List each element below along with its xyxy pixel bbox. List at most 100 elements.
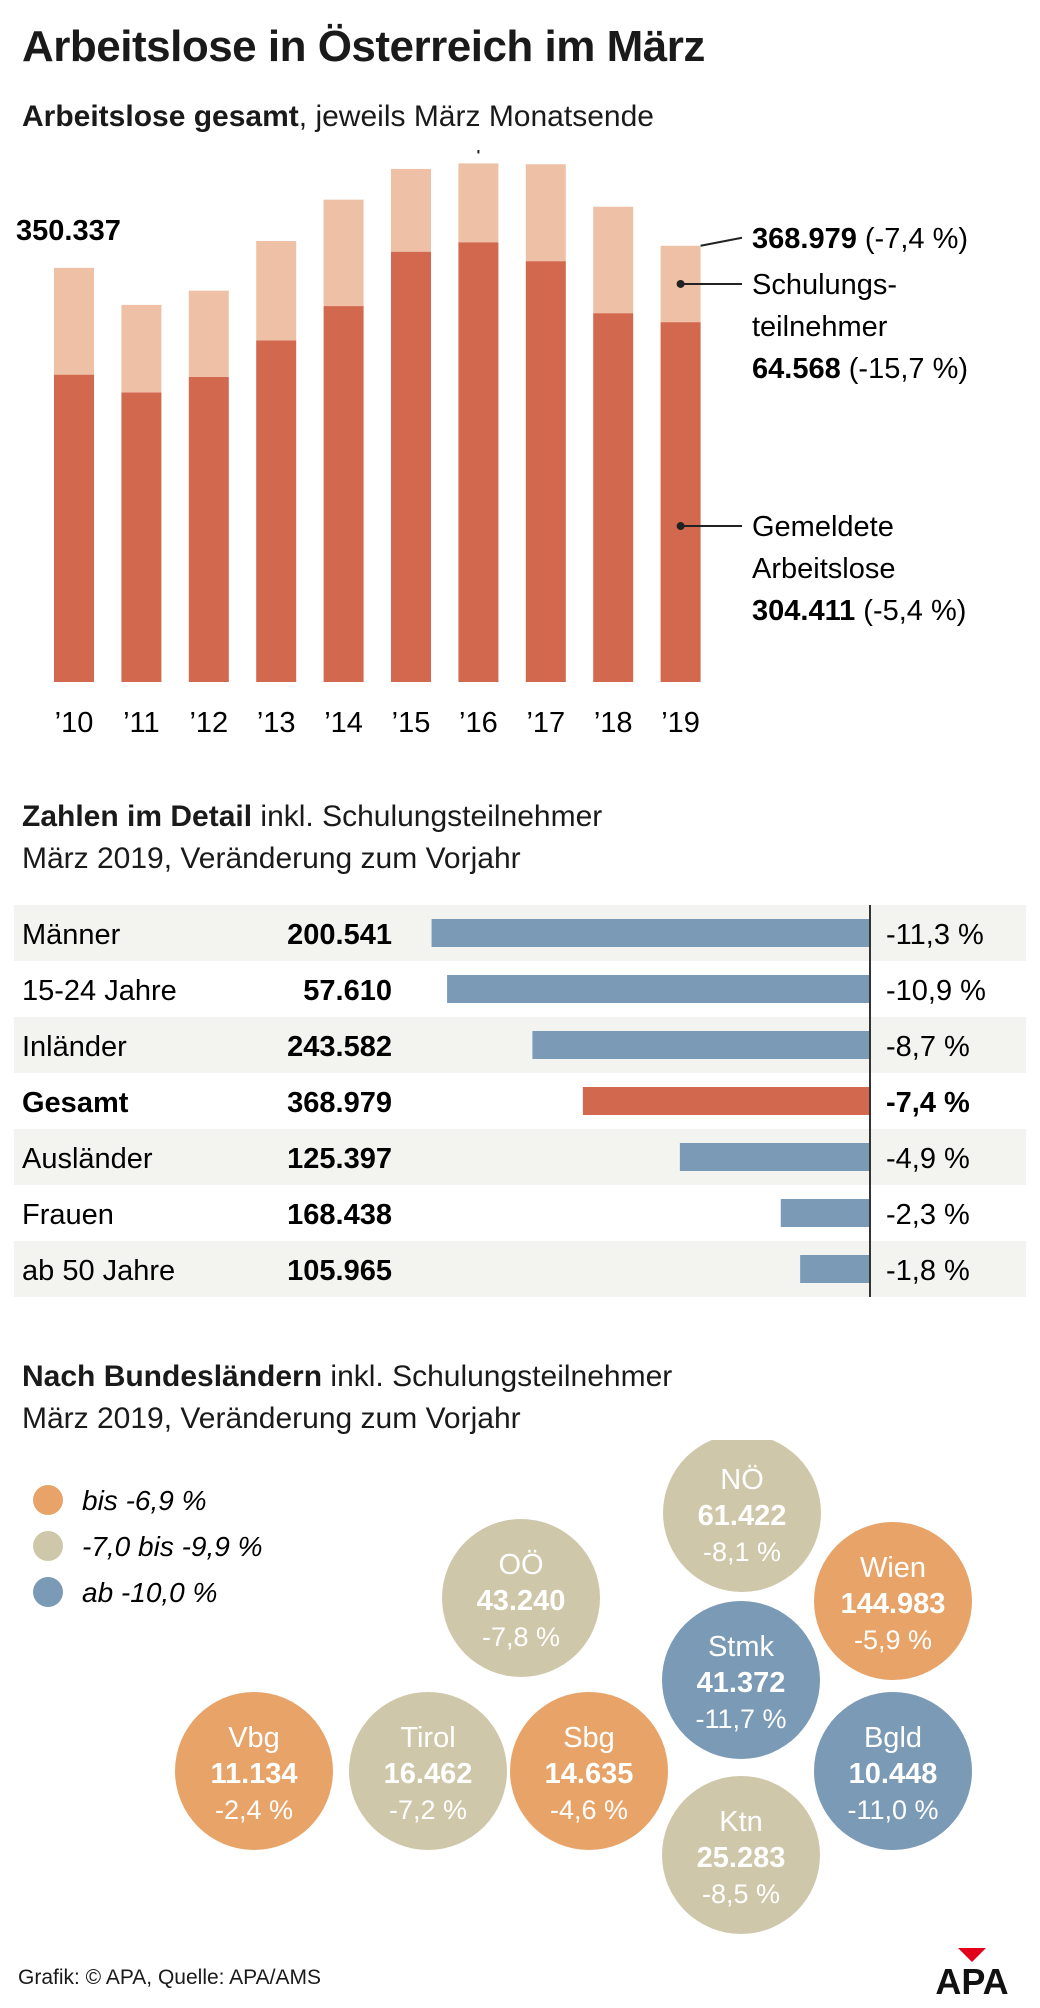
state-bubble — [510, 1692, 668, 1850]
detail-row-label: Gesamt — [22, 1087, 129, 1119]
detail-bar — [582, 1087, 870, 1115]
states-heading-rest: inkl. Schulungsteilnehmer — [322, 1360, 673, 1393]
detail-row-value: 243.582 — [287, 1031, 392, 1063]
state-bubble — [175, 1692, 333, 1850]
state-bubble — [662, 1776, 820, 1934]
detail-bar — [780, 1199, 870, 1227]
state-bubble — [442, 1519, 600, 1677]
subtitle-bold: Arbeitslose gesamt — [22, 100, 299, 133]
bar-schulung — [188, 290, 229, 377]
state-change: -7,2 % — [389, 1795, 467, 1825]
detail-row-label: Frauen — [22, 1199, 114, 1231]
state-name: Ktn — [719, 1806, 763, 1838]
state-value: 25.283 — [697, 1842, 786, 1874]
last-total-annotation: 368.979 (-7,4 %) — [752, 223, 968, 255]
x-tick-label: ’15 — [392, 707, 431, 739]
schulung-change: (-15,7 %) — [841, 353, 968, 385]
x-tick-label: ’17 — [526, 707, 565, 739]
detail-bar-chart: Männer 200.541 -11,3 % 15-24 Jahre 57.610 -10… — [14, 905, 1026, 1297]
state-value: 14.635 — [545, 1758, 634, 1790]
bar-gemeldete — [188, 376, 229, 682]
legend-swatch — [33, 1577, 63, 1607]
x-tick-label: ’16 — [459, 707, 498, 739]
bar-gemeldete — [391, 251, 431, 682]
schulung-label-2: teilnehmer — [752, 311, 888, 343]
bar-schulung — [256, 241, 297, 341]
bar-schulung — [593, 206, 634, 314]
x-tick-label: ’11 — [123, 707, 160, 739]
detail-bar — [800, 1255, 870, 1283]
state-value: 41.372 — [697, 1667, 786, 1699]
bar-schulung — [323, 199, 364, 307]
detail-row-value: 168.438 — [287, 1199, 392, 1231]
bar-schulung — [458, 163, 499, 243]
state-name: OÖ — [498, 1549, 543, 1581]
detail-row-label: Inländer — [22, 1031, 127, 1063]
bar-gemeldete — [323, 306, 364, 682]
page-title: Arbeitslose in Österreich im März — [22, 22, 705, 71]
apa-logo: APA — [935, 1948, 1009, 1998]
state-change: -5,9 % — [854, 1625, 932, 1655]
detail-row-value: 105.965 — [287, 1255, 392, 1287]
detail-heading-rest: inkl. Schulungsteilnehmer — [252, 800, 603, 833]
state-bubble — [814, 1692, 972, 1850]
state-name: Stmk — [708, 1631, 775, 1663]
legend-label: ab -10,0 % — [82, 1577, 217, 1608]
state-change: -8,5 % — [702, 1879, 780, 1909]
bar-gemeldete — [256, 340, 297, 682]
gemeldete-change: (-5,4 %) — [855, 595, 966, 627]
bar-schulung — [54, 267, 94, 375]
detail-row-change: -7,4 % — [886, 1087, 970, 1119]
schulung-value: 64.568 — [752, 353, 841, 385]
state-bubble — [662, 1601, 820, 1759]
detail-row-change: -1,8 % — [886, 1255, 970, 1287]
state-change: -11,7 % — [695, 1704, 786, 1734]
detail-bar — [431, 919, 870, 947]
legend-swatch — [33, 1485, 63, 1515]
detail-row-label: Männer — [22, 919, 121, 951]
subtitle-rest: , jeweils März Monatsende — [298, 100, 654, 133]
state-change: -7,8 % — [482, 1622, 560, 1652]
gemeldete-label-1: Gemeldete — [752, 511, 894, 543]
state-name: Sbg — [563, 1722, 615, 1754]
gemeldete-label-2: Arbeitslose — [752, 553, 895, 585]
detail-heading-line2: März 2019, Veränderung zum Vorjahr — [22, 842, 521, 875]
gemeldete-value: 304.411 — [752, 595, 855, 627]
state-name: Tirol — [400, 1722, 455, 1754]
state-change: -4,6 % — [550, 1795, 628, 1825]
bar-gemeldete — [121, 392, 162, 682]
detail-heading-bold: Zahlen im Detail — [22, 800, 253, 833]
detail-bar — [532, 1031, 870, 1059]
state-value: 11.134 — [210, 1758, 297, 1790]
bar-schulung — [391, 168, 431, 252]
states-heading-bold: Nach Bundesländern — [22, 1360, 323, 1393]
detail-row-change: -11,3 % — [886, 919, 984, 951]
detail-row-value: 200.541 — [287, 919, 392, 951]
state-bubble — [663, 1440, 821, 1592]
state-name: NÖ — [720, 1464, 764, 1496]
detail-row-label: Ausländer — [22, 1143, 153, 1175]
bar-gemeldete — [660, 322, 701, 682]
detail-row-change: -2,3 % — [886, 1199, 970, 1231]
total-leader-line — [700, 236, 743, 247]
bar-gemeldete — [593, 313, 634, 682]
last-total-value: 368.979 — [752, 223, 857, 255]
state-name: Vbg — [228, 1722, 280, 1754]
detail-row-value: 125.397 — [287, 1143, 392, 1175]
state-value: 16.462 — [384, 1758, 473, 1790]
first-total-label: 350.337 — [16, 215, 121, 247]
bar-schulung — [525, 164, 566, 262]
states-bubble-chart: bis -6,9 % -7,0 bis -9,9 % ab -10,0 % NÖ 61.… — [33, 1440, 972, 1934]
state-bubble — [349, 1692, 507, 1850]
x-tick-label: ’18 — [594, 707, 633, 739]
stacked-bar-chart: ’10’11’12’13’14’15’16’17’18’19350.337438… — [16, 150, 968, 739]
state-change: -11,0 % — [847, 1795, 938, 1825]
states-heading-line2: März 2019, Veränderung zum Vorjahr — [22, 1402, 521, 1435]
detail-row-shade — [14, 1017, 1026, 1073]
apa-logo-text: APA — [935, 1961, 1008, 1998]
detail-bar — [447, 975, 870, 1003]
detail-row-value: 368.979 — [287, 1087, 392, 1119]
state-name: Bgld — [864, 1722, 922, 1754]
x-tick-label: ’12 — [189, 707, 228, 739]
legend-swatch — [33, 1531, 63, 1561]
